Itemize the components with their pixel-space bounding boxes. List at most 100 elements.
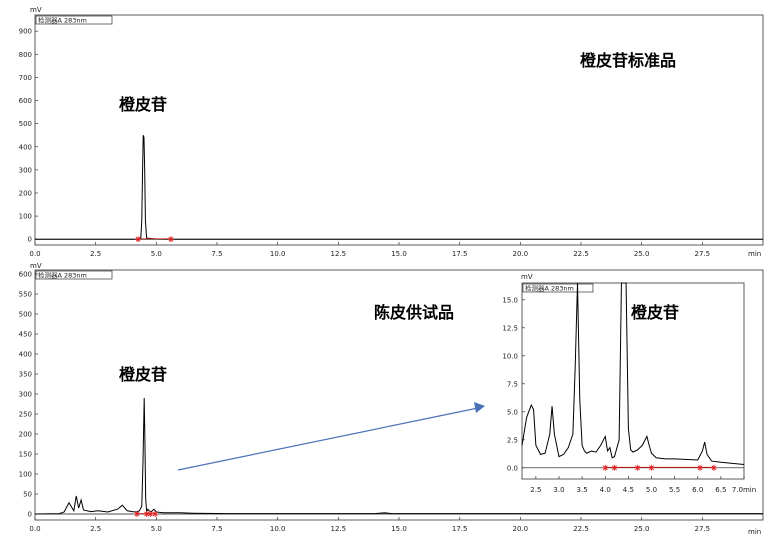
- standard-x-tick-label: 25.0: [634, 250, 650, 258]
- sample-integration-marker: [152, 511, 159, 517]
- sample-peak-annotation: 橙皮苷: [119, 365, 167, 384]
- standard-integration-marker: [167, 236, 174, 243]
- inset-x-tick-label: 7.0min: [732, 486, 756, 494]
- sample-x-tick-label: 22.5: [573, 525, 589, 533]
- inset-x-tick-label: 3.0: [553, 486, 564, 494]
- sample-chromatogram-trace: [34, 397, 763, 515]
- inset-y-tick-label: 12.5: [502, 324, 518, 332]
- standard-x-tick-label: 20.0: [513, 250, 529, 258]
- standard-x-tick-label: 22.5: [573, 250, 589, 258]
- sample-x-ticks: 0.0 2.5 5.0 7.5 10.0 12.5 15.0 17.5 20.0 22.5 25.0…: [29, 517, 710, 533]
- sample-y-tick-label: 500: [19, 311, 32, 319]
- standard-y-ticks: 0 100 200 300 400 500 600 700 800 900: [19, 28, 38, 244]
- standard-chromatogram-trace: [35, 135, 763, 240]
- sample-x-tick-label: 10.0: [270, 525, 286, 533]
- sample-title-annotation: 陈皮供试品: [374, 303, 454, 322]
- standard-y-tick-label: 600: [19, 97, 32, 105]
- standard-y-tick-label: 200: [19, 189, 32, 197]
- sample-x-tick-label: 5.0: [151, 525, 162, 533]
- sample-x-tick-label: 0.0: [29, 525, 40, 533]
- sample-legend-text: 检测器A 283nm: [38, 271, 87, 280]
- standard-integration-marker: [135, 236, 142, 243]
- standard-peak-annotation: 橙皮苷: [119, 95, 167, 114]
- standard-panel: mV min 检测器A 283nm 橙皮苷标准品 橙皮苷 0 100 200 300 4…: [19, 6, 764, 258]
- standard-y-tick-label: 900: [19, 28, 32, 36]
- standard-title-annotation: 橙皮苷标准品: [580, 51, 676, 70]
- sample-y-tick-label: 150: [19, 451, 32, 459]
- inset-plot-frame: [521, 282, 745, 480]
- inset-series: [521, 282, 745, 465]
- sample-legend-box: [35, 270, 113, 280]
- sample-x-tick-label: 2.5: [90, 525, 101, 533]
- inset-y-tick-label: 10.0: [502, 352, 518, 360]
- sample-ylabel: mV: [30, 262, 42, 270]
- standard-y-tick-label: 800: [19, 51, 32, 59]
- standard-x-tick-label: 15.0: [391, 250, 407, 258]
- inset-y-tick-label: 0.0: [507, 464, 518, 472]
- standard-x-tick-label: 17.5: [452, 250, 468, 258]
- inset-x-tick-label: 4.5: [623, 486, 634, 494]
- inset-integration-marker: [634, 464, 641, 471]
- sample-y-tick-label: 450: [19, 331, 32, 339]
- inset-y-tick-label: 2.5: [507, 436, 518, 444]
- standard-legend-text: 检测器A 283nm: [38, 16, 87, 25]
- sample-y-tick-label: 250: [19, 411, 32, 419]
- sample-x-tick-label: 20.0: [513, 525, 529, 533]
- standard-x-tick-label: 27.5: [695, 250, 711, 258]
- inset-x-tick-label: 2.5: [530, 486, 541, 494]
- inset-integration-markers: [602, 464, 717, 471]
- inset-x-ticks: 2.5 3.0 3.5 4.0 4.5 5.0 5.5 6.0 6.5 7.0min: [530, 476, 756, 494]
- inset-x-tick-label: 5.0: [646, 486, 657, 494]
- sample-y-tick-label: 600: [19, 271, 32, 279]
- sample-integration-marker: [133, 511, 140, 517]
- standard-x-tick-label: 7.5: [211, 250, 222, 258]
- inset-y-tick-label: 15.0: [502, 296, 518, 304]
- standard-x-tick-label: 0.0: [29, 250, 40, 258]
- inset-integration-marker: [611, 464, 618, 471]
- sample-integration-markers: [133, 511, 159, 517]
- inset-legend-box: [522, 283, 594, 293]
- inset-peak-annotation: 橙皮苷: [631, 303, 679, 322]
- inset-chromatogram-trace: [521, 282, 745, 465]
- standard-y-tick-label: 400: [19, 143, 32, 151]
- inset-ylabel: mV: [521, 273, 533, 281]
- sample-y-tick-label: 100: [19, 471, 32, 479]
- sample-y-tick-label: 300: [19, 391, 32, 399]
- sample-panel: mV min 检测器A 283nm 陈皮供试品 橙皮苷 0 50 100 150 200…: [19, 262, 764, 536]
- inset-x-tick-label: 6.5: [715, 486, 726, 494]
- inset-integration-marker: [648, 464, 655, 471]
- standard-xlabel: min: [748, 250, 761, 258]
- standard-plot-frame: [34, 14, 764, 246]
- standard-y-tick-label: 300: [19, 166, 32, 174]
- sample-x-tick-label: 17.5: [452, 525, 468, 533]
- sample-x-tick-label: 12.5: [331, 525, 347, 533]
- standard-y-tick-label: 700: [19, 74, 32, 82]
- standard-x-ticks: 0.0 2.5 5.0 7.5 10.0 12.5 15.0 17.5 20.0 22.5 25.0…: [29, 242, 710, 258]
- standard-y-tick-label: 100: [19, 213, 32, 221]
- inset-legend: 检测器A 283nm: [522, 283, 594, 293]
- standard-ylabel: mV: [30, 6, 42, 14]
- inset-x-tick-label: 4.0: [600, 486, 611, 494]
- inset-y-ticks: 0.0 2.5 5.0 7.5 10.0 12.5 15.0: [502, 296, 525, 472]
- inset-integration-marker: [602, 464, 609, 471]
- inset-integration-marker: [710, 464, 717, 471]
- sample-x-tick-label: 27.5: [695, 525, 711, 533]
- sample-y-tick-label: 550: [19, 291, 32, 299]
- sample-y-ticks: 0 50 100 150 200 250 300 350 400 450 500 550 600: [19, 271, 38, 519]
- inset-x-tick-label: 3.5: [577, 486, 588, 494]
- standard-x-tick-label: 10.0: [270, 250, 286, 258]
- sample-x-tick-label: 7.5: [211, 525, 222, 533]
- standard-x-tick-label: 5.0: [151, 250, 162, 258]
- inset-y-tick-label: 7.5: [507, 380, 518, 388]
- inset-background: [522, 283, 744, 479]
- sample-y-tick-label: 350: [19, 371, 32, 379]
- sample-y-tick-label: 200: [19, 431, 32, 439]
- sample-y-tick-label: 50: [23, 491, 32, 499]
- inset-integration-marker: [697, 464, 704, 471]
- standard-legend-box: [35, 15, 113, 25]
- standard-x-tick-label: 12.5: [331, 250, 347, 258]
- inset-panel: mV 检测器A 283nm 橙皮苷 0.0 2.5 5.0 7.5 10.0 12.5 15…: [502, 273, 756, 494]
- standard-legend: 检测器A 283nm: [35, 15, 113, 25]
- sample-x-tick-label: 15.0: [391, 525, 407, 533]
